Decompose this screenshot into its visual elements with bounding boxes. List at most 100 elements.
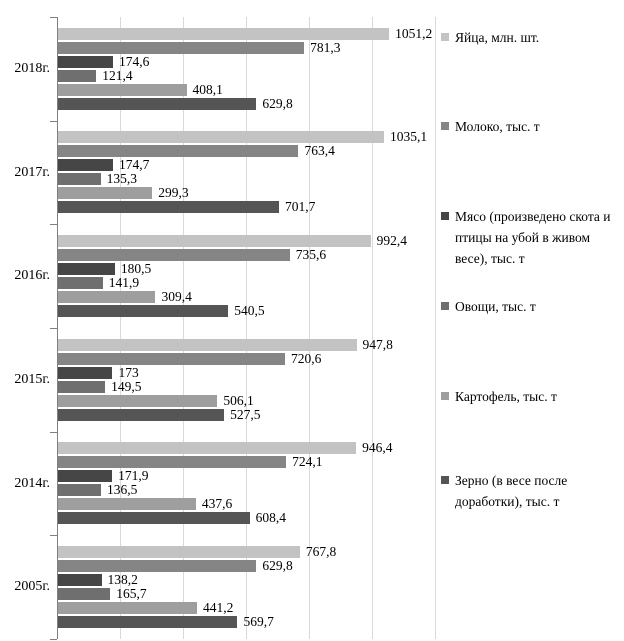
- bar-row: 629,8: [58, 96, 435, 111]
- bar-value-label: 149,5: [111, 378, 142, 394]
- legend: Яйца, млн. шт. Молоко, тыс. т Мясо (произв…: [441, 0, 622, 641]
- bar: [58, 83, 187, 96]
- bar-row: 506,1: [58, 392, 435, 408]
- bar-row: 138,2: [58, 573, 435, 587]
- year-label: 2016г.: [14, 268, 50, 283]
- bar-value-label: 763,4: [304, 143, 335, 159]
- bar-value-label: 608,4: [255, 510, 287, 526]
- bar-row: 946,4: [58, 441, 435, 455]
- bar-value-label: 569,7: [243, 614, 274, 630]
- bar-row: 174,6: [58, 54, 435, 69]
- bar: [58, 380, 106, 393]
- legend-marker-icon: [441, 392, 449, 400]
- plot-area: 1051,2 781,3 174,6 121,4 408,1 629,8 1035,1 763…: [50, 17, 436, 640]
- bar-value-label: 299,3: [158, 185, 189, 201]
- bar-row: 629,8: [58, 559, 435, 573]
- legend-item: Молоко, тыс. т: [441, 116, 540, 137]
- gridline: [372, 17, 373, 639]
- bar: [58, 201, 280, 214]
- bar: [58, 173, 101, 186]
- bar-row: 781,3: [58, 39, 435, 55]
- legend-marker-icon: [441, 212, 449, 220]
- bar: [58, 588, 111, 601]
- bar-value-label: 506,1: [223, 392, 254, 408]
- bar: [58, 187, 153, 200]
- axis-tick: [50, 224, 57, 225]
- bar: [58, 470, 113, 483]
- bar: [58, 145, 299, 158]
- bar: [58, 263, 115, 276]
- bar-row: 174,7: [58, 158, 435, 172]
- bar-row: 767,8: [58, 545, 435, 559]
- bar-row: 724,1: [58, 455, 435, 469]
- bar-row: 165,7: [58, 587, 435, 601]
- bar-group-2017: 1035,1 763,4 174,7 135,3 299,3 701,7: [58, 121, 435, 225]
- bar-row: 1051,2: [58, 25, 435, 41]
- bar: [58, 546, 300, 559]
- bar-value-label: 165,7: [116, 586, 147, 602]
- bar: [58, 484, 101, 497]
- legend-label: Яйца, млн. шт.: [455, 30, 540, 45]
- bar-row: 763,4: [58, 144, 435, 158]
- bar-value-label: 1051,2: [395, 25, 433, 41]
- bar-value-label: 138,2: [107, 572, 138, 588]
- gridline: [246, 17, 247, 639]
- legend-item: Яйца, млн. шт.: [441, 27, 539, 48]
- bar-row: 441,2: [58, 601, 435, 615]
- legend-marker-icon: [441, 302, 449, 310]
- bar-value-label: 171,9: [118, 468, 149, 484]
- gridline: [309, 17, 310, 639]
- bar-row: 171,9: [58, 469, 435, 483]
- bar-value-label: 121,4: [102, 67, 133, 83]
- bar-value-label: 408,1: [192, 81, 223, 97]
- axis-tick: [50, 121, 57, 122]
- axis-tick: [50, 639, 57, 640]
- bar: [58, 27, 390, 40]
- bar: [58, 249, 290, 262]
- bar: [58, 55, 113, 68]
- bar-row: 720,6: [58, 351, 435, 366]
- bar-row: 527,5: [58, 406, 435, 422]
- bar-value-label: 141,9: [108, 275, 140, 291]
- bar: [58, 338, 357, 351]
- legend-label: Картофель, тыс. т: [455, 389, 557, 404]
- bar-row: 735,6: [58, 248, 435, 262]
- bar-value-label: 629,8: [262, 558, 293, 574]
- year-label: 2017г.: [14, 165, 50, 180]
- bar: [58, 394, 218, 407]
- bar-row: 121,4: [58, 67, 435, 83]
- bar: [58, 442, 357, 455]
- legend-marker-icon: [441, 476, 449, 484]
- bar: [58, 305, 229, 318]
- bar-value-label: 735,6: [295, 247, 327, 263]
- bar: [58, 560, 257, 573]
- bar-value-label: 781,3: [310, 39, 341, 55]
- bar-group-2014: 946,4 724,1 171,9 136,5 437,6 608,4: [58, 432, 435, 536]
- bar-group-2018: 1051,2 781,3 174,6 121,4 408,1 629,8: [58, 17, 435, 121]
- bar-value-label: 947,8: [362, 336, 393, 352]
- bar-row: 947,8: [58, 336, 435, 352]
- gridline: [435, 17, 436, 639]
- bar-group-2005: 767,8 629,8 138,2 165,7 441,2 569,7: [58, 535, 435, 639]
- bar-value-label: 309,4: [161, 289, 192, 305]
- axis-tick: [50, 535, 57, 536]
- bar: [58, 159, 114, 172]
- bar-row: 149,5: [58, 378, 435, 394]
- bar: [58, 131, 385, 144]
- year-label: 2015г.: [14, 372, 50, 387]
- bar-value-label: 946,4: [362, 440, 393, 456]
- axis-tick: [50, 328, 57, 329]
- legend-item: Зерно (в весе после доработки), тыс. т: [441, 470, 622, 512]
- y-axis-line: [57, 17, 58, 639]
- bar-value-label: 136,5: [106, 482, 138, 498]
- bar: [58, 602, 197, 615]
- legend-item: Мясо (произведено скота и птицы на убой …: [441, 206, 622, 269]
- gridline: [120, 17, 121, 639]
- bar: [58, 456, 287, 469]
- bar-value-label: 527,5: [230, 406, 261, 422]
- bar-value-label: 1035,1: [390, 129, 428, 145]
- bar-value-label: 173: [118, 364, 139, 380]
- legend-item: Овощи, тыс. т: [441, 296, 536, 317]
- bar-value-label: 437,6: [201, 496, 233, 512]
